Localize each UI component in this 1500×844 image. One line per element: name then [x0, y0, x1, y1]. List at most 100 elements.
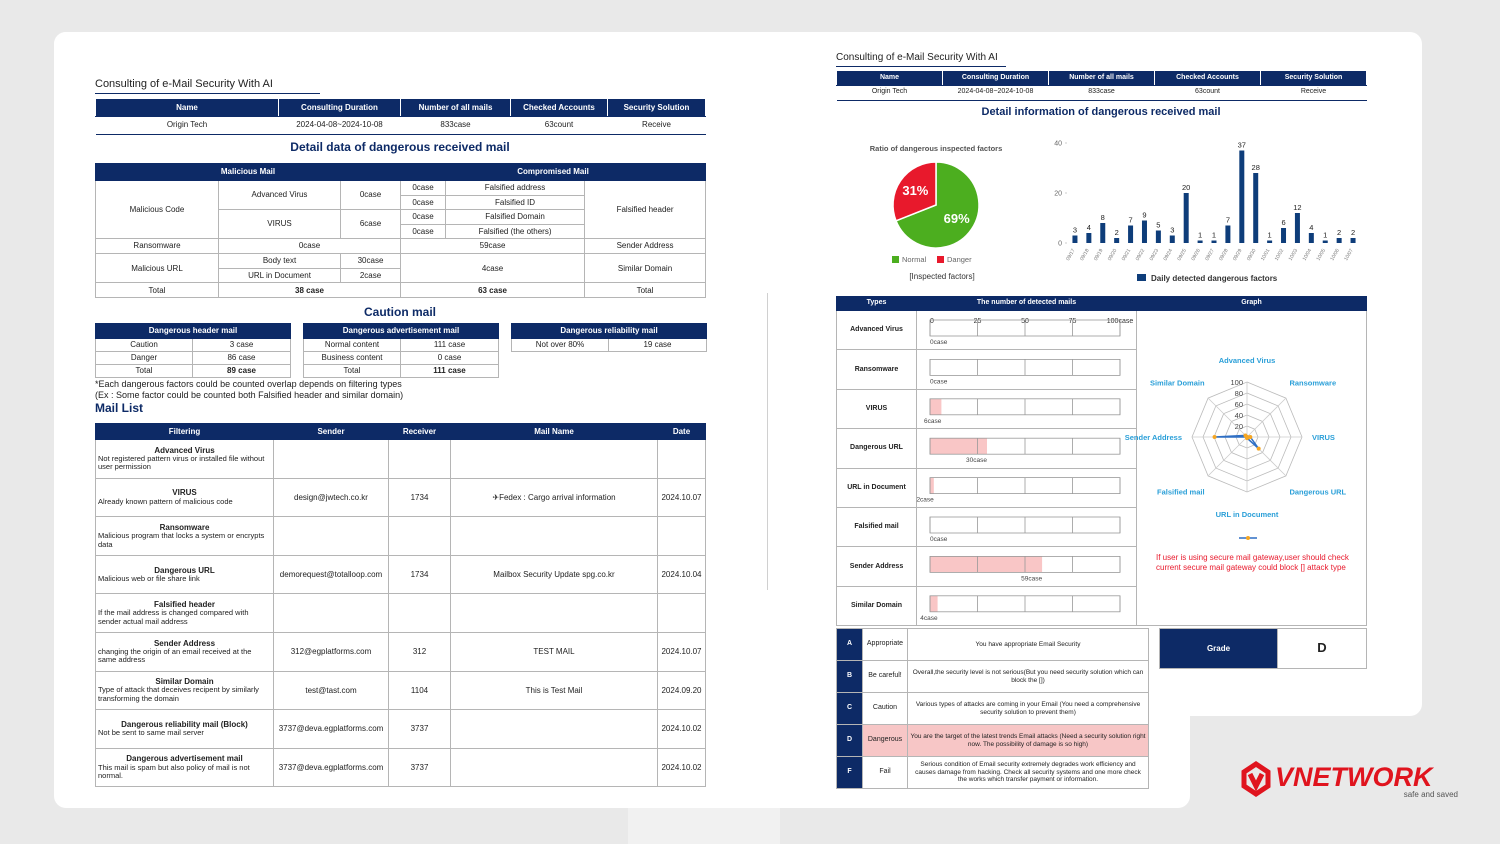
report-title: Consulting of e-Mail Security With AI	[836, 52, 1006, 67]
cell: 3737	[388, 709, 451, 749]
bar-value-label: 0case	[930, 339, 948, 346]
cell	[450, 709, 658, 749]
table-row: Ransomware	[836, 349, 1367, 390]
header-cell: Dangerous advertisement mail	[302, 323, 500, 339]
cell: design@jwtech.co.kr	[273, 477, 389, 518]
brand-name: VNETWORK	[1275, 762, 1435, 792]
table-body: Filtering Sender Receiver Mail Name Date Adva…	[95, 423, 706, 788]
bar-value-label: 4case	[920, 615, 938, 622]
table-row: 0case Falsified (the others)	[96, 223, 706, 239]
table-row: F Fail Serious condition of Email security…	[836, 756, 1149, 789]
bar	[1225, 225, 1231, 243]
cell: Sender Address	[836, 546, 917, 587]
table-row: Filtering Sender Receiver Mail Name Date	[95, 423, 706, 440]
bar-value-label: 1	[1212, 231, 1216, 240]
radar-axis-label: Similar Domain	[1150, 379, 1205, 388]
cell: 2024.09.20	[657, 670, 706, 711]
table-body: Types The number of detected mails Graph Ad…	[836, 296, 1367, 627]
bar	[1072, 235, 1078, 243]
cell: Total	[584, 282, 707, 299]
cell: 2024.10.04	[657, 554, 706, 595]
table-row: Dangerous reliability mail (Block) Not be…	[95, 709, 706, 749]
table-row: Total 111 case	[303, 364, 500, 378]
cell: Mailbox Security Update spg.co.kr	[450, 554, 658, 595]
header-cell: Security Solution	[1260, 71, 1367, 86]
filter-title: Ransomware	[159, 522, 210, 532]
header-cell: Dangerous header mail	[94, 323, 292, 339]
cell: Not over 80%	[511, 338, 609, 352]
cell: Dangerous reliability mail (Block) Not be…	[95, 709, 274, 749]
x-tick-label: 09/23	[1149, 248, 1161, 262]
filter-title: Similar Domain	[155, 677, 214, 687]
table-row: Not over 80% 19 case	[511, 338, 707, 352]
table-row: Name Consulting Duration Number of all mai…	[95, 99, 706, 117]
filter-description: If the mail address is changed compared …	[98, 608, 249, 626]
x-tick-label: 09/19	[1093, 248, 1105, 262]
filter-title: Advanced Virus	[154, 445, 215, 455]
bar	[930, 398, 942, 415]
bar	[1141, 220, 1147, 243]
note: (Ex : Some factor could be counted both …	[95, 390, 404, 400]
cell: Be careful!	[862, 660, 908, 693]
table-row: Ransomware Malicious program that locks a…	[95, 516, 706, 556]
table-row: Dangerous advertisement mail This mail is…	[95, 747, 706, 788]
cell	[916, 585, 1137, 627]
cell	[273, 516, 389, 556]
cell: ✈Fedex : Cargo arrival information	[450, 477, 658, 518]
pie-caption: [Inspected factors]	[909, 272, 974, 281]
cell: Falsified ID	[445, 194, 586, 210]
cell: 2024.10.02	[657, 709, 706, 749]
x-tick-label: 09/26	[1190, 248, 1202, 262]
table-row: Dangerous reliability mail	[511, 323, 707, 339]
radar-point	[1256, 446, 1261, 451]
bar-value-label: 3	[1073, 226, 1077, 235]
logo-shape	[1241, 760, 1271, 798]
bar	[930, 595, 938, 612]
caution-table: Dangerous reliability mail Not over 80% 19…	[511, 323, 707, 352]
header-cell: Types	[836, 296, 917, 311]
bar-value-label: 12	[1293, 203, 1301, 212]
x-tick-label: 10/06	[1329, 248, 1341, 262]
bar-value-label: 0case	[930, 536, 948, 543]
table-row: Similar Domain Type of attack that deceiv…	[95, 670, 706, 711]
radar-axis-label: Dangerous URL	[1289, 487, 1346, 496]
bar-value-label: 2case	[916, 497, 934, 504]
table-row: VIRUS Already known pattern of malicious …	[95, 477, 706, 518]
bar	[1336, 238, 1342, 243]
bar-value-label: 7	[1128, 216, 1132, 225]
r-tick-label: 60	[1235, 400, 1243, 409]
bar-value-label: 2	[1337, 228, 1341, 237]
legend-label: Normal	[902, 255, 927, 264]
detected-table: Types The number of detected mails Graph Ad…	[836, 296, 1367, 627]
logo-shape	[1247, 772, 1265, 792]
filter-description: Not registered pattern virus or installe…	[98, 453, 265, 472]
table-body: Name Consulting Duration Number of all mai…	[95, 99, 706, 135]
bar-value-label: 30case	[966, 457, 987, 464]
header-cell: Dangerous reliability mail	[511, 323, 707, 339]
cell: 3737@deva.egplatforms.com	[273, 709, 389, 749]
cell: 1734	[388, 477, 451, 518]
cell: D	[1277, 628, 1367, 669]
cell: Receive	[607, 116, 706, 135]
table-row: Falsified header If the mail address is c…	[95, 593, 706, 633]
report-title: Consulting of e-Mail Security With AI	[95, 78, 320, 94]
table-row: Origin Tech 2024-04-08~2024-10-08 833case 6…	[836, 85, 1367, 101]
cell	[916, 467, 1137, 508]
cell: 6case	[339, 209, 402, 239]
bar-value-label: 20	[1182, 183, 1190, 192]
bar	[1155, 230, 1161, 243]
divider	[767, 293, 768, 590]
filter-title: Dangerous reliability mail (Block)	[121, 720, 248, 730]
filter-description: Already known pattern of malicious code	[98, 496, 233, 506]
header-cell: Compromised Mail	[400, 163, 707, 181]
header-cell: Name	[836, 71, 943, 86]
pie-label: 31%	[902, 183, 928, 198]
radar-point	[1248, 435, 1253, 439]
filter-description: changing the origin of an email received…	[98, 646, 252, 665]
radar-axis-label: Falsified mail	[1157, 487, 1205, 496]
x-tick-label: 10/03	[1288, 248, 1300, 262]
mail-list-table: Filtering Sender Receiver Mail Name Date Adva…	[95, 423, 706, 788]
caution-table: Dangerous advertisement mail Normal conte…	[302, 323, 500, 378]
cell	[916, 388, 1137, 430]
cell	[450, 747, 658, 788]
